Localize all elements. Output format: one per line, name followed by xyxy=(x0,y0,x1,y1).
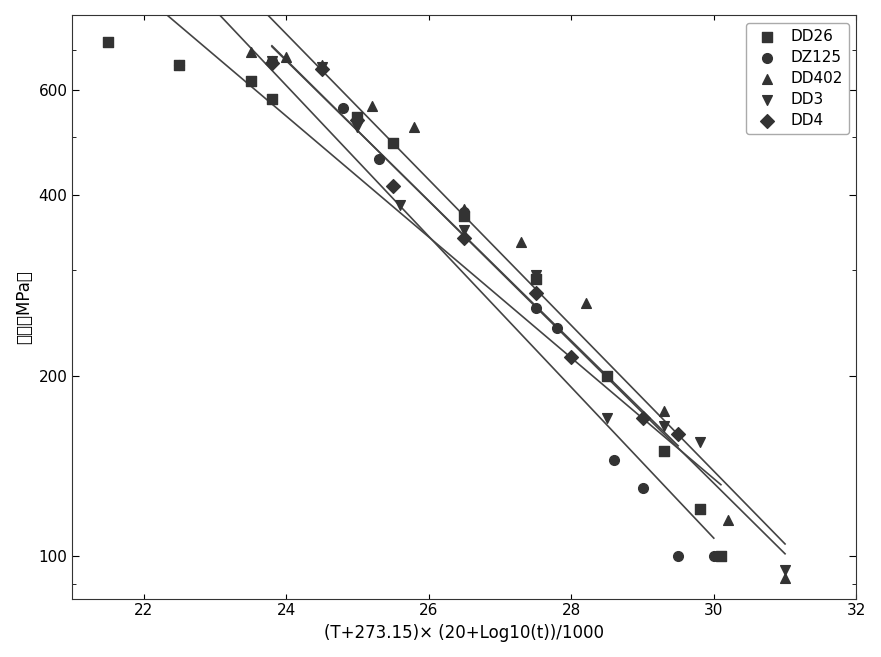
DZ125 xyxy=(635,483,649,493)
DD3 xyxy=(351,122,365,133)
DZ125 xyxy=(372,154,386,164)
DD4 xyxy=(315,64,329,74)
DD26 xyxy=(243,76,257,87)
DD26 xyxy=(600,371,614,381)
DD3 xyxy=(529,269,543,280)
DD402 xyxy=(515,237,529,247)
DZ125 xyxy=(607,454,621,464)
DD3 xyxy=(692,437,707,447)
X-axis label: (T+273.15)× (20+Log10(t))/1000: (T+273.15)× (20+Log10(t))/1000 xyxy=(324,624,604,642)
DZ125 xyxy=(265,56,279,66)
DD26 xyxy=(101,37,115,48)
DZ125 xyxy=(173,60,187,70)
DD3 xyxy=(657,420,671,431)
DD402 xyxy=(279,52,293,62)
Y-axis label: 应力（MPa）: 应力（MPa） xyxy=(15,270,33,344)
DD402 xyxy=(315,60,329,70)
DZ125 xyxy=(337,102,351,113)
DD402 xyxy=(579,298,593,308)
DD4 xyxy=(265,58,279,68)
DD3 xyxy=(265,56,279,66)
DD4 xyxy=(564,351,578,362)
DZ125 xyxy=(671,551,685,562)
DD402 xyxy=(365,101,379,111)
DD4 xyxy=(386,181,400,191)
DZ125 xyxy=(457,207,471,217)
DD26 xyxy=(457,210,471,221)
DZ125 xyxy=(550,323,564,334)
DD4 xyxy=(671,428,685,439)
DZ125 xyxy=(707,551,721,562)
DD3 xyxy=(393,200,407,211)
DD26 xyxy=(173,60,187,70)
DD402 xyxy=(778,573,792,583)
DD26 xyxy=(529,274,543,284)
DD26 xyxy=(657,445,671,456)
DD3 xyxy=(600,413,614,423)
Legend: DD26, DZ125, DD402, DD3, DD4: DD26, DZ125, DD402, DD3, DD4 xyxy=(746,22,848,134)
DD4 xyxy=(351,114,365,125)
DZ125 xyxy=(529,302,543,313)
DD26 xyxy=(351,112,365,123)
DD3 xyxy=(778,564,792,575)
DD26 xyxy=(692,503,707,514)
DD3 xyxy=(457,225,471,235)
DD26 xyxy=(265,93,279,104)
DD3 xyxy=(315,62,329,72)
DD4 xyxy=(529,288,543,298)
DD402 xyxy=(243,47,257,57)
DD402 xyxy=(657,405,671,416)
DD402 xyxy=(721,514,735,525)
DD402 xyxy=(407,122,421,133)
DD4 xyxy=(635,413,649,423)
DD4 xyxy=(457,233,471,243)
DD402 xyxy=(457,204,471,214)
DD26 xyxy=(714,551,728,562)
DD26 xyxy=(386,137,400,148)
